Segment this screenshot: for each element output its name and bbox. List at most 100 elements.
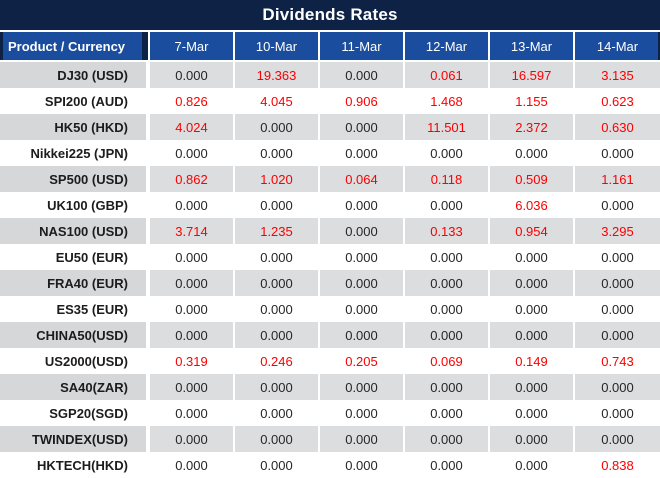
- header-product-currency: Product / Currency: [0, 32, 150, 60]
- product-cell: SA40(ZAR): [0, 374, 150, 400]
- value-cell: 0.743: [575, 348, 660, 374]
- value-cell: 0.000: [235, 140, 320, 166]
- value-cell: 0.000: [490, 374, 575, 400]
- value-cell: 0.000: [320, 296, 405, 322]
- value-cell: 3.135: [575, 62, 660, 88]
- value-cell: 0.000: [320, 62, 405, 88]
- header-date-10-mar: 10-Mar: [235, 32, 320, 60]
- value-cell: 0.906: [320, 88, 405, 114]
- value-cell: 3.714: [150, 218, 235, 244]
- value-cell: 0.000: [235, 244, 320, 270]
- product-cell: SP500 (USD): [0, 166, 150, 192]
- value-cell: 0.319: [150, 348, 235, 374]
- table-row: EU50 (EUR) 0.000 0.000 0.000 0.000 0.000 0.000: [0, 244, 660, 270]
- value-cell: 1.161: [575, 166, 660, 192]
- product-cell: SGP20(SGD): [0, 400, 150, 426]
- value-cell: 0.838: [575, 452, 660, 478]
- value-cell: 0.069: [405, 348, 490, 374]
- value-cell: 0.000: [235, 426, 320, 452]
- value-cell: 0.630: [575, 114, 660, 140]
- value-cell: 0.000: [235, 192, 320, 218]
- table-row: TWINDEX(USD) 0.000 0.000 0.000 0.000 0.000 0.0…: [0, 426, 660, 452]
- value-cell: 0.000: [575, 296, 660, 322]
- value-cell: 0.000: [490, 244, 575, 270]
- value-cell: 0.118: [405, 166, 490, 192]
- value-cell: 0.205: [320, 348, 405, 374]
- product-cell: DJ30 (USD): [0, 62, 150, 88]
- value-cell: 0.061: [405, 62, 490, 88]
- value-cell: 0.000: [490, 296, 575, 322]
- table-row: ES35 (EUR) 0.000 0.000 0.000 0.000 0.000 0.000: [0, 296, 660, 322]
- value-cell: 0.064: [320, 166, 405, 192]
- product-cell: Nikkei225 (JPN): [0, 140, 150, 166]
- product-cell: FRA40 (EUR): [0, 270, 150, 296]
- table-row: FRA40 (EUR) 0.000 0.000 0.000 0.000 0.000 0.00…: [0, 270, 660, 296]
- product-cell: UK100 (GBP): [0, 192, 150, 218]
- value-cell: 0.149: [490, 348, 575, 374]
- value-cell: 0.000: [320, 426, 405, 452]
- title-bar: Dividends Rates: [0, 0, 660, 32]
- value-cell: 0.000: [405, 374, 490, 400]
- product-cell: TWINDEX(USD): [0, 426, 150, 452]
- table-body: DJ30 (USD) 0.000 19.363 0.000 0.061 16.597 3.1…: [0, 62, 660, 478]
- value-cell: 2.372: [490, 114, 575, 140]
- value-cell: 0.000: [405, 452, 490, 478]
- value-cell: 6.036: [490, 192, 575, 218]
- value-cell: 0.000: [575, 192, 660, 218]
- value-cell: 0.000: [405, 322, 490, 348]
- table-row: SGP20(SGD) 0.000 0.000 0.000 0.000 0.000 0.000: [0, 400, 660, 426]
- value-cell: 1.020: [235, 166, 320, 192]
- product-cell: EU50 (EUR): [0, 244, 150, 270]
- value-cell: 0.000: [575, 244, 660, 270]
- value-cell: 0.000: [150, 270, 235, 296]
- value-cell: 0.000: [150, 140, 235, 166]
- value-cell: 0.000: [235, 270, 320, 296]
- table-row: CHINA50(USD) 0.000 0.000 0.000 0.000 0.000 0.0…: [0, 322, 660, 348]
- product-cell: ES35 (EUR): [0, 296, 150, 322]
- value-cell: 0.000: [405, 270, 490, 296]
- table-row: HK50 (HKD) 4.024 0.000 0.000 11.501 2.372 0.63…: [0, 114, 660, 140]
- value-cell: 0.000: [320, 452, 405, 478]
- table-row: SP500 (USD) 0.862 1.020 0.064 0.118 0.509 1.16…: [0, 166, 660, 192]
- value-cell: 0.000: [575, 374, 660, 400]
- value-cell: 0.000: [575, 140, 660, 166]
- value-cell: 0.000: [150, 244, 235, 270]
- value-cell: 0.862: [150, 166, 235, 192]
- product-cell: HK50 (HKD): [0, 114, 150, 140]
- value-cell: 0.000: [405, 192, 490, 218]
- header-date-14-mar: 14-Mar: [575, 32, 660, 60]
- value-cell: 1.468: [405, 88, 490, 114]
- value-cell: 0.000: [405, 244, 490, 270]
- header-row: Product / Currency 7-Mar 10-Mar 11-Mar 12-M…: [0, 32, 660, 62]
- value-cell: 0.133: [405, 218, 490, 244]
- value-cell: 0.000: [490, 426, 575, 452]
- value-cell: 0.000: [490, 270, 575, 296]
- value-cell: 0.000: [490, 452, 575, 478]
- value-cell: 0.000: [320, 400, 405, 426]
- page-title: Dividends Rates: [262, 5, 398, 24]
- value-cell: 0.000: [490, 322, 575, 348]
- value-cell: 0.000: [150, 400, 235, 426]
- value-cell: 0.000: [150, 374, 235, 400]
- value-cell: 0.000: [320, 192, 405, 218]
- value-cell: 0.000: [150, 322, 235, 348]
- product-cell: CHINA50(USD): [0, 322, 150, 348]
- value-cell: 0.000: [235, 296, 320, 322]
- value-cell: 0.000: [320, 244, 405, 270]
- header-date-13-mar: 13-Mar: [490, 32, 575, 60]
- value-cell: 0.000: [320, 374, 405, 400]
- value-cell: 0.509: [490, 166, 575, 192]
- value-cell: 11.501: [405, 114, 490, 140]
- value-cell: 0.000: [235, 322, 320, 348]
- value-cell: 0.000: [150, 296, 235, 322]
- table-row: UK100 (GBP) 0.000 0.000 0.000 0.000 6.036 0.00…: [0, 192, 660, 218]
- value-cell: 4.024: [150, 114, 235, 140]
- product-cell: NAS100 (USD): [0, 218, 150, 244]
- value-cell: 0.246: [235, 348, 320, 374]
- value-cell: 0.000: [405, 426, 490, 452]
- value-cell: 0.000: [150, 452, 235, 478]
- value-cell: 0.000: [320, 322, 405, 348]
- value-cell: 0.000: [575, 322, 660, 348]
- value-cell: 0.000: [235, 374, 320, 400]
